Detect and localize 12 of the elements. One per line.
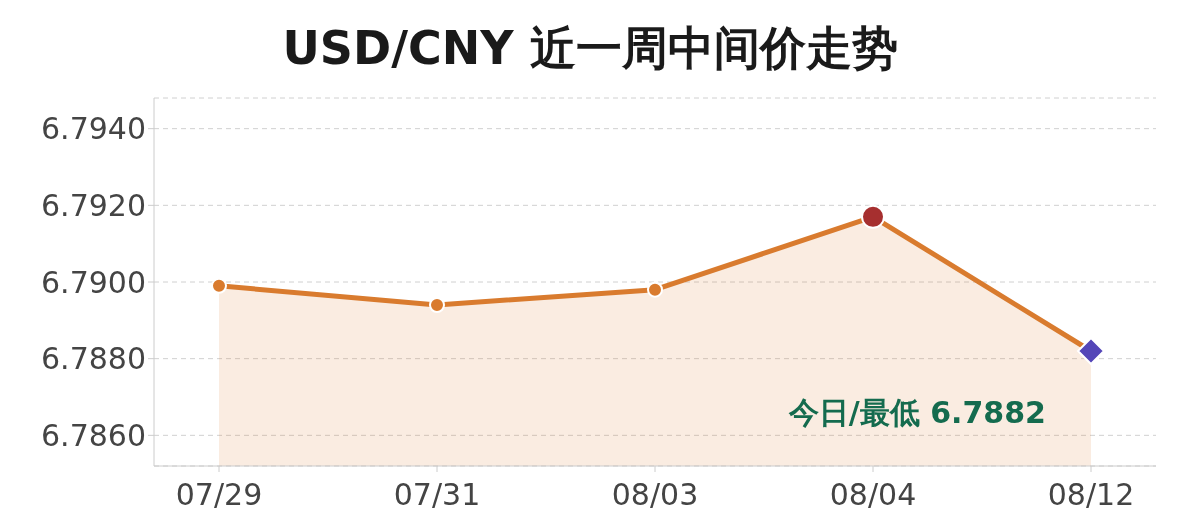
y-tick-label: 6.7900 xyxy=(41,264,146,300)
annotation: 今日/最低 6.7882 xyxy=(787,395,1046,431)
x-tick-label: 07/29 xyxy=(175,477,263,513)
y-tick-label: 6.7880 xyxy=(41,341,146,377)
x-tick-label: 08/04 xyxy=(829,477,917,513)
y-tick-label: 6.7860 xyxy=(41,417,146,453)
x-tick-label: 08/03 xyxy=(611,477,699,513)
x-tick-label: 08/12 xyxy=(1047,477,1135,513)
y-tick-label: 6.7940 xyxy=(41,111,146,147)
chart-title: USD/CNY 近一周中间价走势 xyxy=(281,20,899,77)
x-tick-label: 07/31 xyxy=(393,477,481,513)
y-tick-label: 6.7920 xyxy=(41,187,146,223)
